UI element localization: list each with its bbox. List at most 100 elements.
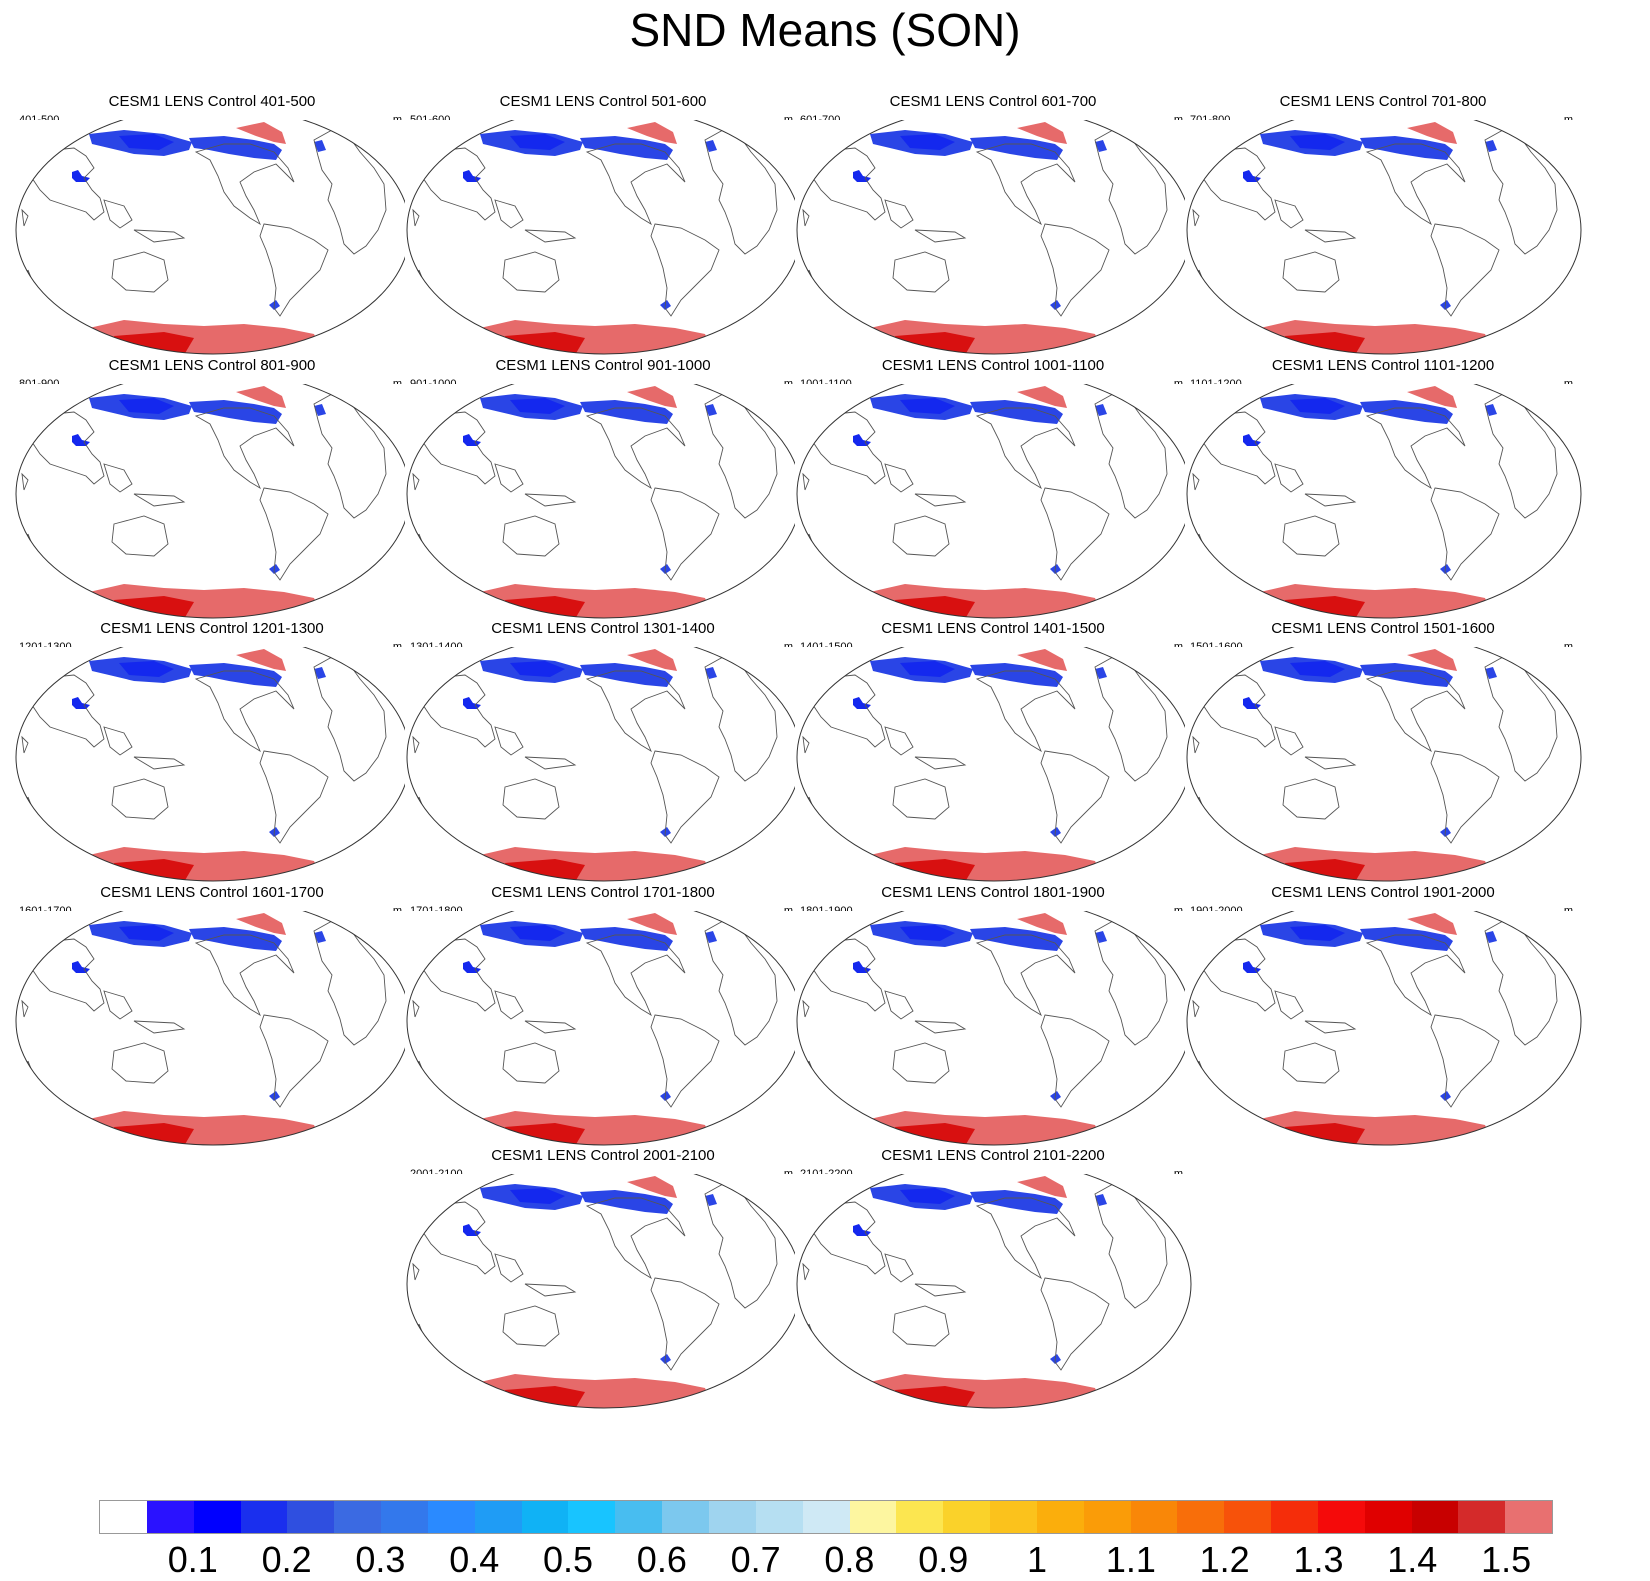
coastlines [1192, 656, 1558, 844]
snow-region-siberia-core [119, 134, 174, 150]
panel-title: CESM1 LENS Control 1301-1400 [491, 620, 715, 637]
snow-region-siberia-core [1290, 661, 1345, 677]
world-map [1185, 384, 1583, 619]
panel-title: CESM1 LENS Control 1801-1900 [881, 884, 1105, 901]
world-map [405, 911, 803, 1146]
map-panel: CESM1 LENS Control 501-600 501-600 m [398, 93, 808, 358]
snow-region-greenland [1017, 122, 1067, 144]
snow-region-tibet [463, 434, 481, 446]
map-panel: CESM1 LENS Control 1001-1100 1001-1100 m [788, 357, 1198, 622]
world-map [1185, 911, 1583, 1146]
colorbar-swatch [381, 1501, 428, 1533]
snow-region-siberia-core [510, 661, 565, 677]
colorbar [99, 1500, 1553, 1534]
colorbar-swatch [615, 1501, 663, 1533]
colorbar-tick-label: 1.3 [1293, 1539, 1344, 1580]
colorbar-swatch [568, 1501, 616, 1533]
coastlines [802, 920, 1168, 1108]
snow-region-north-america [189, 663, 282, 687]
snow-region-north-america [1360, 927, 1453, 951]
colorbar-swatch [1505, 1501, 1553, 1533]
map-panel: CESM1 LENS Control 401-500 401-500 m [7, 93, 417, 358]
snow-region-greenland [1407, 649, 1457, 671]
colorbar-swatch [193, 1501, 241, 1533]
colorbar-swatch [1130, 1501, 1178, 1533]
snow-region-scandinavia [705, 1194, 717, 1206]
colorbar-swatch [755, 1501, 803, 1533]
panel-title: CESM1 LENS Control 1101-1200 [1271, 357, 1495, 374]
panel-title: CESM1 LENS Control 1401-1500 [881, 620, 1105, 637]
panel-title: CESM1 LENS Control 401-500 [108, 93, 316, 110]
panel-title: CESM1 LENS Control 1501-1600 [1271, 620, 1495, 637]
colorbar-tick-label: 0.6 [636, 1539, 687, 1580]
snow-region-siberia-core [119, 398, 174, 414]
world-map [1185, 647, 1583, 882]
coastlines [1192, 129, 1558, 317]
snow-region-north-america [1360, 136, 1453, 160]
snow-region-scandinavia [1095, 931, 1107, 943]
snow-region-greenland [236, 122, 286, 144]
snow-region-north-america [580, 136, 673, 160]
snow-region-greenland [627, 122, 677, 144]
colorbar-tick-label: 0.3 [355, 1539, 406, 1580]
snow-region-siberia-core [900, 661, 955, 677]
snow-region-siberia-core [119, 925, 174, 941]
figure-title: SND Means (SON) [629, 4, 1021, 56]
snow-region-greenland [627, 913, 677, 935]
snow-region-scandinavia [705, 404, 717, 416]
snow-region-scandinavia [314, 140, 326, 152]
coastlines [802, 1183, 1168, 1371]
snow-region-tibet [853, 1224, 871, 1236]
panel-title: CESM1 LENS Control 1701-1800 [491, 884, 715, 901]
snow-region-tibet [72, 434, 90, 446]
colorbar-swatch [1411, 1501, 1459, 1533]
colorbar-tick-label: 0.8 [824, 1539, 875, 1580]
snow-region-greenland [236, 649, 286, 671]
snow-region-tibet [1243, 434, 1261, 446]
snow-region-scandinavia [314, 404, 326, 416]
panel-title: CESM1 LENS Control 1001-1100 [881, 357, 1105, 374]
snow-region-scandinavia [1095, 667, 1107, 679]
world-map [14, 647, 412, 882]
snow-region-scandinavia [1485, 667, 1497, 679]
map-panel: CESM1 LENS Control 701-800 701-800 m [1178, 93, 1588, 358]
colorbar-swatch [1364, 1501, 1412, 1533]
snow-region-scandinavia [314, 667, 326, 679]
coastlines [802, 656, 1168, 844]
snow-region-tibet [463, 170, 481, 182]
snow-region-scandinavia [1095, 1194, 1107, 1206]
snow-region-tibet [72, 961, 90, 973]
snow-region-tibet [853, 170, 871, 182]
map-panel: CESM1 LENS Control 2001-2100 2001-2100 m [398, 1147, 808, 1412]
map-panel: CESM1 LENS Control 1901-2000 1901-2000 m [1178, 884, 1588, 1149]
snow-region-tibet [1243, 961, 1261, 973]
snow-region-scandinavia [314, 931, 326, 943]
colorbar-swatch [521, 1501, 569, 1533]
map-panel: CESM1 LENS Control 1801-1900 1801-1900 m [788, 884, 1198, 1149]
coastlines [1192, 393, 1558, 581]
snow-region-greenland [1407, 913, 1457, 935]
snow-region-siberia-core [900, 134, 955, 150]
colorbar-swatch [1317, 1501, 1365, 1533]
colorbar-swatch [1271, 1501, 1318, 1533]
snow-region-north-america [580, 1190, 673, 1214]
coastlines [412, 393, 778, 581]
world-map [405, 384, 803, 619]
snow-region-scandinavia [1095, 140, 1107, 152]
snow-region-scandinavia [705, 931, 717, 943]
snow-region-greenland [1017, 913, 1067, 935]
panel-title: CESM1 LENS Control 1201-1300 [100, 620, 324, 637]
snow-region-tibet [463, 697, 481, 709]
snow-region-siberia-core [900, 925, 955, 941]
snow-region-greenland [236, 913, 286, 935]
colorbar-swatch [1177, 1501, 1225, 1533]
snow-region-greenland [627, 386, 677, 408]
colorbar-tick-label: 1.2 [1199, 1539, 1250, 1580]
colorbar-tick-label: 0.5 [543, 1539, 594, 1580]
snow-region-north-america [970, 927, 1063, 951]
world-map [14, 120, 412, 355]
panel-title: CESM1 LENS Control 2001-2100 [491, 1147, 715, 1164]
map-border [1186, 384, 1582, 619]
snow-region-tibet [72, 170, 90, 182]
world-map [795, 647, 1193, 882]
